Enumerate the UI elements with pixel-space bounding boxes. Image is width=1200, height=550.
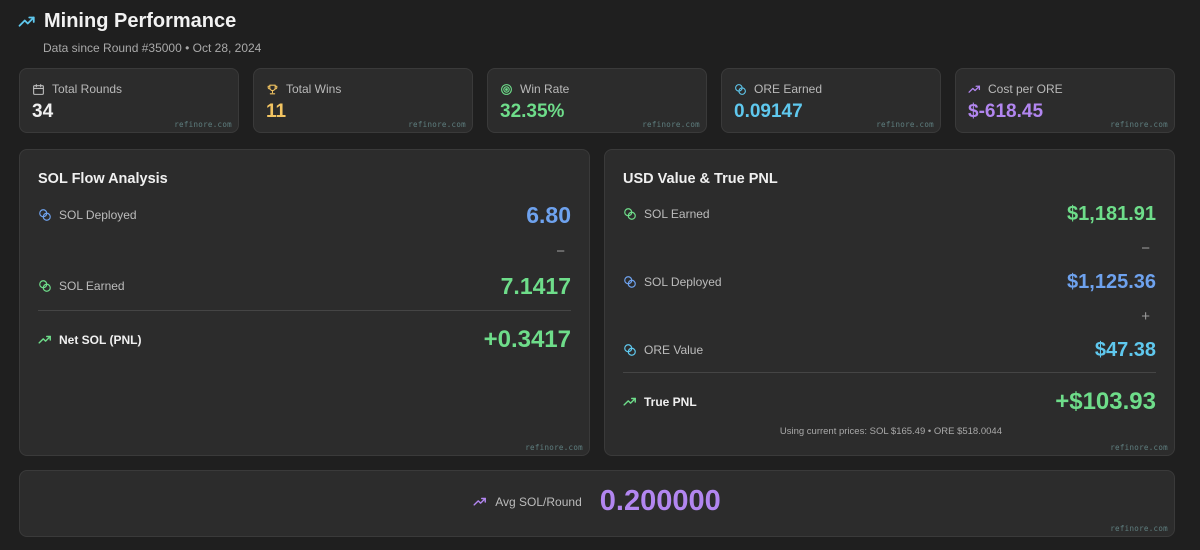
true-pnl-label-row: True PNL	[623, 395, 697, 409]
avg-sol-label-row: Avg SOL/Round	[473, 495, 582, 509]
sol-flow-panel: SOL Flow Analysis SOL Deployed 6.80 − SO…	[19, 149, 590, 456]
minus-operator: −	[1141, 240, 1150, 257]
usd-sol-earned-value: $1,181.91	[1067, 203, 1156, 225]
trend-up-icon	[18, 13, 36, 31]
panel-title: SOL Flow Analysis	[38, 171, 168, 187]
coins-icon	[38, 208, 52, 222]
coins-icon	[623, 275, 637, 289]
watermark: refinore.com	[174, 120, 232, 129]
plus-operator: +	[1141, 308, 1150, 325]
watermark: refinore.com	[1110, 120, 1168, 129]
stat-card-total-rounds: Total Rounds 34 refinore.com	[19, 68, 239, 133]
coins-icon	[734, 83, 747, 96]
sol-earned-label-row: SOL Earned	[38, 279, 125, 293]
watermark: refinore.com	[1110, 443, 1168, 452]
true-pnl-label: True PNL	[644, 395, 697, 409]
stat-label: Total Wins	[286, 82, 342, 96]
usd-sol-earned-label: SOL Earned	[644, 207, 710, 221]
stat-value: 0.09147	[734, 101, 803, 122]
stat-label: Total Rounds	[52, 82, 123, 96]
coins-icon	[38, 279, 52, 293]
sol-earned-label: SOL Earned	[59, 279, 125, 293]
calendar-icon	[32, 83, 45, 96]
net-sol-value: +0.3417	[483, 326, 571, 353]
trend-up-icon	[623, 395, 637, 409]
coins-icon	[623, 207, 637, 221]
stat-value: $-618.45	[968, 101, 1044, 122]
trend-up-icon	[473, 495, 487, 509]
divider	[623, 372, 1156, 373]
stat-value: 34	[32, 101, 54, 122]
stat-card-cost-per-ore: Cost per ORE $-618.45 refinore.com	[955, 68, 1175, 133]
usd-sol-earned-label-row: SOL Earned	[623, 207, 710, 221]
divider	[38, 310, 571, 311]
ore-value-label: ORE Value	[644, 343, 704, 357]
ore-value-value: $47.38	[1094, 339, 1156, 361]
price-note: Using current prices: SOL $165.49 • ORE …	[779, 426, 1002, 437]
stat-label: ORE Earned	[754, 82, 823, 96]
usd-sol-deployed-value: $1,125.36	[1067, 271, 1156, 293]
avg-sol-label: Avg SOL/Round	[495, 494, 582, 509]
sol-earned-value: 7.1417	[500, 273, 571, 299]
sol-deployed-label-row: SOL Deployed	[38, 208, 137, 222]
ore-value-label-row: ORE Value	[623, 343, 703, 357]
watermark: refinore.com	[408, 120, 466, 129]
usd-sol-deployed-label-row: SOL Deployed	[623, 275, 722, 289]
sol-deployed-label: SOL Deployed	[59, 208, 137, 222]
stat-label: Win Rate	[520, 82, 570, 96]
watermark: refinore.com	[642, 120, 700, 129]
minus-operator: −	[556, 243, 565, 260]
sol-deployed-value: 6.80	[526, 202, 571, 228]
stat-card-win-rate: Win Rate 32.35% refinore.com	[487, 68, 707, 133]
stat-value: 11	[266, 101, 287, 122]
trend-up-icon	[38, 333, 52, 347]
stat-value: 32.35%	[500, 101, 565, 122]
avg-sol-card: Avg SOL/Round 0.200000 refinore.com	[19, 470, 1175, 537]
usd-pnl-panel: USD Value & True PNL SOL Earned $1,181.9…	[604, 149, 1175, 456]
page-subtitle: Data since Round #35000 • Oct 28, 2024	[43, 41, 262, 55]
true-pnl-value: +$103.93	[1055, 388, 1156, 415]
panel-title: USD Value & True PNL	[623, 171, 778, 187]
watermark: refinore.com	[876, 120, 934, 129]
net-sol-label: Net SOL (PNL)	[59, 333, 142, 347]
stat-card-total-wins: Total Wins 11 refinore.com	[253, 68, 473, 133]
stat-card-ore-earned: ORE Earned 0.09147 refinore.com	[721, 68, 941, 133]
usd-sol-deployed-label: SOL Deployed	[644, 275, 722, 289]
page-title: Mining Performance	[44, 10, 237, 32]
net-sol-label-row: Net SOL (PNL)	[38, 333, 141, 347]
target-icon	[500, 83, 513, 96]
stat-label: Cost per ORE	[988, 82, 1063, 96]
page-header: Mining Performance Data since Round #350…	[18, 10, 261, 55]
trend-up-icon	[968, 83, 981, 96]
avg-sol-row: Avg SOL/Round 0.200000	[20, 485, 1174, 518]
watermark: refinore.com	[1110, 524, 1168, 533]
avg-sol-value: 0.200000	[599, 485, 721, 517]
watermark: refinore.com	[525, 443, 583, 452]
trophy-icon	[266, 83, 279, 96]
coins-icon	[623, 343, 637, 357]
